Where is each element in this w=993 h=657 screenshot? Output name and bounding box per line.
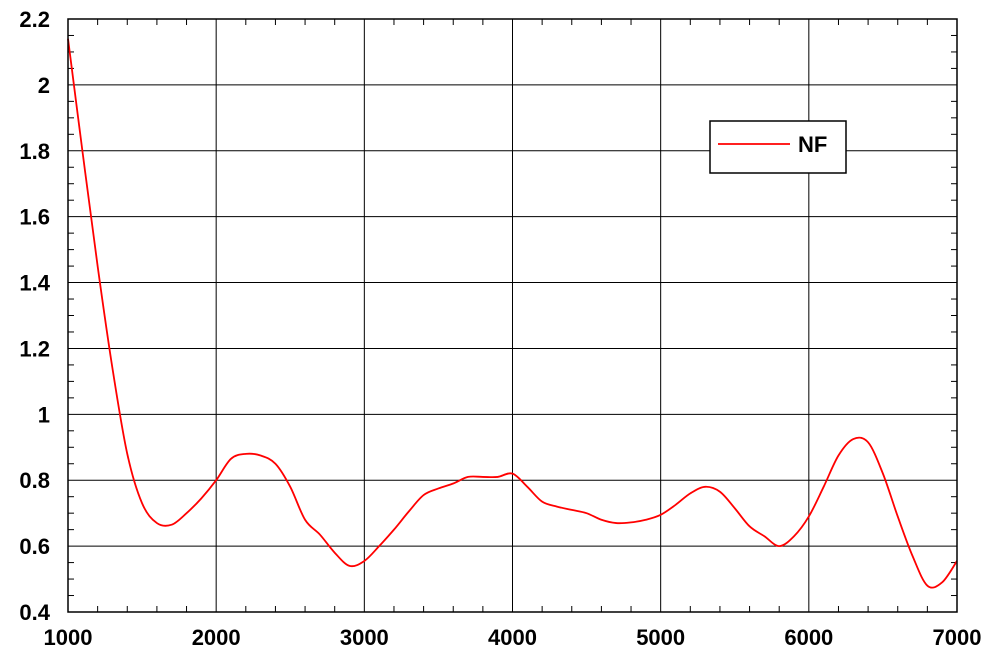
y-tick-label: 0.6 (19, 534, 50, 559)
y-tick-label: 2.2 (19, 7, 50, 32)
x-axis-tick-labels: 1000 2000 3000 4000 5000 6000 7000 (44, 625, 982, 650)
y-tick-label: 1.4 (19, 271, 50, 296)
grid-layer (68, 19, 957, 612)
x-tick-label: 7000 (933, 625, 982, 650)
plot-frame (67, 18, 958, 613)
x-tick-label: 3000 (340, 625, 389, 650)
y-tick-label: 0.8 (19, 468, 50, 493)
minor-ticks (68, 19, 957, 612)
series-layer (67, 38, 958, 589)
x-tick-label: 2000 (192, 625, 241, 650)
x-tick-label: 4000 (488, 625, 537, 650)
x-tick-label: 5000 (636, 625, 685, 650)
legend-box (709, 120, 847, 174)
x-tick-label: 1000 (44, 625, 93, 650)
y-tick-label: 1.6 (19, 205, 50, 230)
y-tick-label: 2 (38, 73, 50, 98)
y-tick-label: 1.2 (19, 336, 50, 361)
legend: NF (709, 120, 847, 174)
y-tick-label: 0.4 (19, 600, 50, 625)
series-line-nf (67, 38, 958, 589)
y-tick-label: 1.8 (19, 139, 50, 164)
y-tick-label: 1 (38, 402, 50, 427)
legend-label-nf: NF (798, 132, 827, 157)
y-axis-tick-labels: 0.4 0.6 0.8 1 1.2 1.4 1.6 1.8 2 2.2 (19, 7, 50, 625)
x-tick-label: 6000 (784, 625, 833, 650)
